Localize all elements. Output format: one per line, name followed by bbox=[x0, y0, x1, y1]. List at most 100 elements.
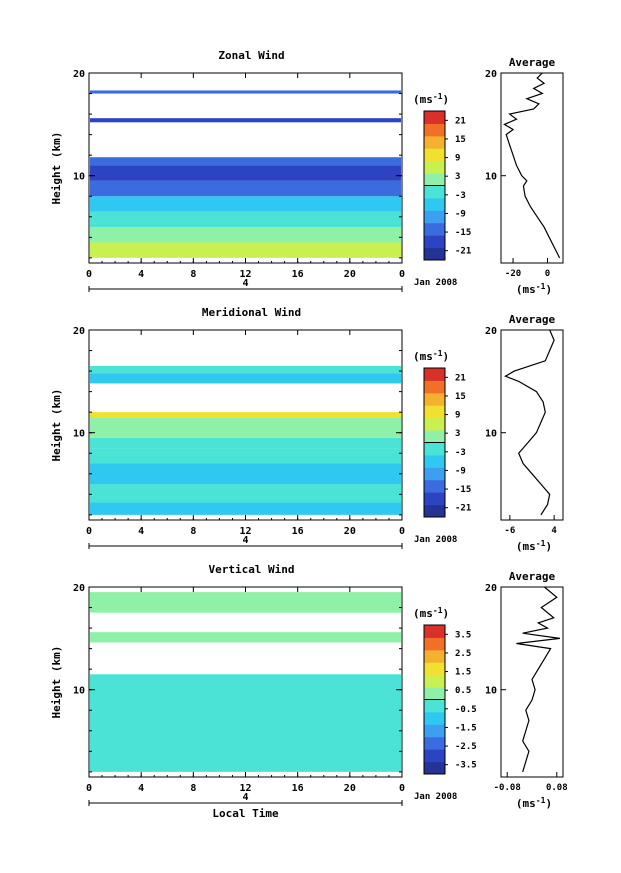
date-tick-label: 4 bbox=[242, 535, 248, 546]
colorbar-swatch bbox=[424, 454, 445, 468]
profile-y-tick-label: 20 bbox=[485, 326, 497, 337]
colorbar-swatch bbox=[424, 711, 445, 725]
heatmap-band bbox=[90, 165, 401, 181]
x-tick-label: 0 bbox=[86, 526, 92, 537]
date-label: Jan 2008 bbox=[414, 535, 457, 545]
date-label: Jan 2008 bbox=[414, 792, 457, 802]
colorbar-tick-label: -9 bbox=[455, 466, 466, 476]
x-tick-label: 16 bbox=[292, 526, 304, 537]
profile-frame bbox=[500, 72, 564, 264]
colorbar-tick-label: 9 bbox=[455, 154, 460, 164]
x-tick-label: 8 bbox=[190, 269, 196, 280]
profile-y-tick-label: 20 bbox=[485, 69, 497, 80]
colorbar-tick-label: 9 bbox=[455, 411, 460, 421]
colorbar-swatch bbox=[424, 736, 445, 750]
date-tick-label: 4 bbox=[242, 792, 248, 803]
profile-x-tick-label: -20 bbox=[505, 269, 521, 279]
y-axis-label: Height (km) bbox=[50, 389, 63, 462]
colorbar-tick-label: -15 bbox=[455, 485, 471, 495]
colorbar-swatch bbox=[424, 749, 445, 763]
panel-title: Zonal Wind bbox=[218, 49, 284, 62]
colorbar-swatch bbox=[424, 160, 445, 174]
panel-meridional-wind: Meridional Wind 0 4 8 12 16 20 0 4 Jan 2008 20 10 He… bbox=[50, 306, 564, 553]
profile-x-tick-label: -6 bbox=[504, 526, 515, 536]
colorbar-swatch bbox=[424, 197, 445, 211]
colorbar-swatch bbox=[424, 123, 445, 137]
colorbar-swatch bbox=[424, 235, 445, 249]
heatmap-band bbox=[90, 157, 401, 166]
colorbar-tick-label: 2.5 bbox=[455, 649, 471, 659]
colorbar-tick-label: -0.5 bbox=[455, 705, 477, 715]
x-tick-label: 12 bbox=[239, 269, 251, 280]
colorbar-swatch bbox=[424, 687, 445, 700]
heatmap-band bbox=[90, 180, 401, 197]
profile-x-tick-label: 0.08 bbox=[546, 783, 568, 793]
y-tick-label: 10 bbox=[73, 686, 85, 697]
x-tick-label: 20 bbox=[344, 269, 356, 280]
date-tick-label: 4 bbox=[242, 278, 248, 289]
colorbar-swatch bbox=[424, 637, 445, 651]
x-tick-label: 4 bbox=[138, 269, 144, 280]
date-label: Jan 2008 bbox=[414, 278, 457, 288]
colorbar-swatch bbox=[424, 699, 445, 713]
colorbar-swatch bbox=[424, 380, 445, 394]
colorbar-tick-label: -21 bbox=[455, 247, 471, 257]
profile-x-axis-label: (ms-1) bbox=[516, 539, 552, 553]
y-axis-label: Height (km) bbox=[50, 646, 63, 719]
x-tick-label: 0 bbox=[399, 269, 405, 280]
colorbar-swatch bbox=[424, 185, 445, 199]
colorbar-unit: (ms-1) bbox=[413, 349, 449, 363]
colorbar-swatch bbox=[424, 674, 445, 688]
profile-x-axis-label: (ms-1) bbox=[516, 796, 552, 810]
profile-y-tick-label: 10 bbox=[485, 429, 497, 440]
heatmap-band bbox=[90, 365, 401, 374]
heatmap-band bbox=[90, 412, 401, 418]
colorbar-swatch bbox=[424, 625, 445, 638]
colorbar-tick-label: -3 bbox=[455, 448, 466, 458]
heatmap-band bbox=[90, 484, 401, 503]
profile-title: Average bbox=[509, 56, 556, 69]
profile-x-tick-label: -0.08 bbox=[494, 783, 521, 793]
colorbar-tick-label: 3 bbox=[455, 172, 460, 182]
y-tick-label: 10 bbox=[73, 429, 85, 440]
colorbar-swatch bbox=[424, 368, 445, 381]
colorbar-tick-label: -9 bbox=[455, 209, 466, 219]
panel-zonal-wind: Zonal Wind 0 4 8 12 16 20 0 4 Jan 2008 20 10 Height … bbox=[50, 49, 564, 296]
panel-title: Meridional Wind bbox=[202, 306, 301, 319]
colorbar-swatch bbox=[424, 392, 445, 406]
profile-line bbox=[503, 72, 561, 259]
panel-vertical-wind: Vertical Wind 0 4 8 12 16 20 0 4 Jan 2008 20 10 Heig… bbox=[50, 563, 568, 820]
colorbar-swatch bbox=[424, 724, 445, 738]
x-tick-label: 0 bbox=[86, 269, 92, 280]
profile-x-axis-label: (ms-1) bbox=[516, 282, 552, 296]
profile-line bbox=[516, 586, 560, 773]
x-axis-label: Local Time bbox=[212, 807, 279, 820]
colorbar-swatch bbox=[424, 662, 445, 676]
x-tick-label: 12 bbox=[239, 783, 251, 794]
heatmap-band bbox=[90, 417, 401, 438]
colorbar-swatch bbox=[424, 504, 445, 518]
colorbar-swatch bbox=[424, 761, 445, 775]
x-tick-label: 8 bbox=[190, 526, 196, 537]
colorbar-swatch bbox=[424, 479, 445, 493]
colorbar-swatch bbox=[424, 173, 445, 186]
colorbar-swatch bbox=[424, 148, 445, 162]
date-axis-caps bbox=[88, 543, 403, 549]
colorbar-unit: (ms-1) bbox=[413, 92, 449, 106]
profile-y-tick-label: 10 bbox=[485, 172, 497, 183]
colorbar-tick-label: 15 bbox=[455, 392, 466, 402]
profile-y-tick-label: 10 bbox=[485, 686, 497, 697]
heatmap-band bbox=[90, 90, 401, 94]
colorbar-tick-label: 0.5 bbox=[455, 686, 471, 696]
y-tick-label: 10 bbox=[73, 172, 85, 183]
x-tick-label: 16 bbox=[292, 783, 304, 794]
y-tick-label: 20 bbox=[73, 583, 85, 594]
profile-title: Average bbox=[509, 313, 556, 326]
profile-x-tick-label: 4 bbox=[551, 526, 557, 536]
heatmap-band bbox=[90, 227, 401, 243]
heatmap-band bbox=[90, 632, 401, 643]
colorbar-tick-label: 1.5 bbox=[455, 668, 471, 678]
panel-title: Vertical Wind bbox=[208, 563, 294, 576]
colorbar-swatch bbox=[424, 417, 445, 431]
